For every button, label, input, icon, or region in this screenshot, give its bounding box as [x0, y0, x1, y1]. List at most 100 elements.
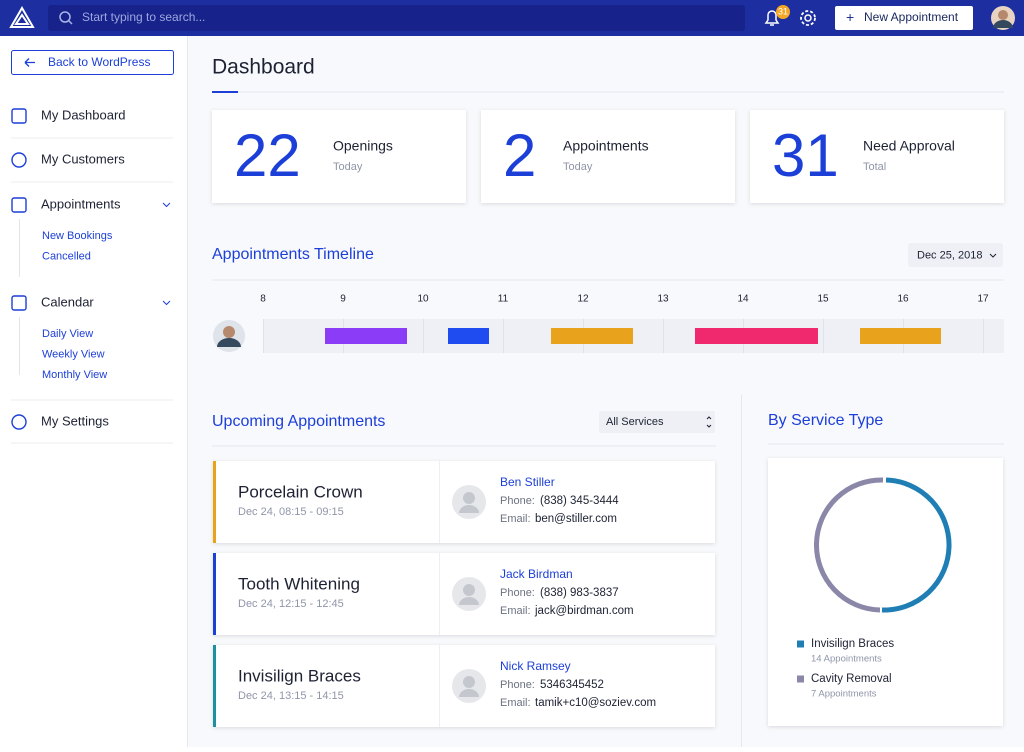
avatar-head — [463, 492, 475, 504]
phone-label: Phone: — [500, 587, 535, 599]
avatar-head — [463, 584, 475, 596]
search-box[interactable] — [48, 5, 745, 31]
email-label: Email: — [500, 697, 531, 709]
select-arrows — [706, 416, 712, 428]
phone: (838) 345-3444 — [540, 495, 619, 507]
email: ben@stiller.com — [535, 513, 617, 525]
legend-swatch — [797, 675, 804, 683]
email: tamik+c10@soziev.com — [535, 697, 656, 709]
legend-count: 7 Appointments — [811, 689, 877, 700]
stat-card — [750, 110, 1004, 203]
hour-label: 14 — [737, 294, 749, 305]
section-title: Appointments Timeline — [212, 246, 374, 263]
back-button[interactable] — [11, 50, 174, 75]
service-filter[interactable] — [599, 411, 715, 433]
stat-sub: Today — [563, 161, 593, 173]
legend-count: 14 Appointments — [811, 654, 882, 665]
stat-label: Openings — [333, 138, 393, 154]
timeline-bar[interactable] — [551, 328, 633, 344]
timeline-bar[interactable] — [695, 328, 818, 344]
date: Dec 25, 2018 — [917, 249, 982, 261]
customer-name: Nick Ramsey — [500, 659, 571, 673]
stat-number: 2 — [503, 122, 536, 189]
nav-icon — [11, 108, 27, 124]
hour-label: 16 — [897, 294, 909, 305]
search-icon — [68, 20, 73, 25]
stat-card — [481, 110, 735, 203]
search-placeholder: Start typing to search... — [82, 10, 205, 24]
hours: 8 9 10 11 12 13 14 15 16 17 — [260, 294, 989, 353]
timeline-bar[interactable] — [860, 328, 941, 344]
nav-item[interactable]: Calendar — [41, 294, 94, 309]
stat-number: 22 — [234, 122, 301, 189]
submenu-item: Daily View — [42, 328, 93, 340]
customer-name: Jack Birdman — [500, 567, 573, 581]
avatar-body — [993, 20, 1013, 28]
submenu-item: New Bookings — [42, 230, 113, 242]
plus-icon: + — [846, 9, 854, 25]
service-name: Tooth Whitening — [238, 574, 360, 593]
stats: 22 Openings Today 2 Appointments Today 31 Need … — [212, 110, 1004, 203]
submenu-item: Monthly View — [42, 369, 107, 381]
email: jack@birdman.com — [534, 605, 634, 617]
avatar-body — [459, 689, 479, 697]
stat-card — [212, 110, 466, 203]
nav-item[interactable]: My Customers — [41, 151, 125, 166]
button-label: New Appointment — [864, 10, 959, 24]
avatar-body — [459, 597, 479, 605]
avatar-face — [998, 10, 1008, 20]
hour-label: 12 — [577, 294, 589, 305]
notification-icon[interactable] — [764, 10, 780, 26]
section-title: By Service Type — [768, 412, 883, 429]
nav-icon — [11, 152, 27, 168]
service-time: Dec 24, 08:15 - 09:15 — [238, 506, 344, 518]
nav-item[interactable]: My Dashboard — [41, 107, 126, 122]
service-name: Invisilign Braces — [238, 666, 361, 685]
back-arrow — [24, 58, 35, 67]
stat-label: Appointments — [563, 138, 649, 154]
stat-sub: Today — [333, 161, 363, 173]
avatar-head — [463, 676, 475, 688]
section-title: Upcoming Appointments — [212, 413, 385, 430]
date-picker[interactable] — [908, 243, 1003, 267]
donut-arc[interactable] — [881, 477, 952, 613]
avatar-face — [223, 326, 235, 338]
page-title: Dashboard — [212, 56, 315, 79]
service-time: Dec 24, 13:15 - 14:15 — [238, 690, 344, 702]
timeline-bar[interactable] — [325, 328, 407, 344]
title-underline — [212, 91, 238, 93]
hour-label: 17 — [977, 294, 989, 305]
settings-icon[interactable] — [800, 10, 816, 26]
submenu-item: Cancelled — [42, 250, 91, 262]
phone-label: Phone: — [500, 495, 535, 507]
appointments: Porcelain Crown Dec 24, 08:15 - 09:15 Ben … — [213, 461, 715, 727]
new-appointment-button[interactable] — [835, 6, 973, 30]
customer-name: Ben Stiller — [500, 475, 555, 489]
card-accent — [213, 645, 216, 727]
nav-item[interactable]: My Settings — [41, 413, 109, 428]
settings-icon — [804, 14, 812, 22]
legend-name: Invisilign Braces — [811, 638, 894, 650]
card-accent — [213, 553, 216, 635]
timeline-bar[interactable] — [448, 328, 489, 344]
logo[interactable] — [9, 6, 35, 28]
notification-count: 31 — [778, 6, 788, 16]
hour-label: 8 — [260, 294, 266, 305]
hour-label: 10 — [417, 294, 429, 305]
chevron — [162, 202, 171, 208]
donut-arc[interactable] — [814, 477, 884, 613]
service-name: Porcelain Crown — [238, 482, 363, 501]
back-label: Back to WordPress — [48, 55, 150, 69]
hour-label: 15 — [817, 294, 829, 305]
nav: My Dashboard My Customers Appointments New … — [11, 107, 173, 444]
notification-badge — [776, 5, 790, 19]
nav-item[interactable]: Appointments — [41, 196, 121, 211]
submenu-item: Weekly View — [42, 348, 105, 360]
nav-icon — [11, 197, 27, 213]
legend-swatch — [797, 640, 804, 648]
legend: Invisilign Braces 14 Appointments Cavity R… — [797, 638, 894, 700]
hour-label: 11 — [498, 294, 509, 305]
nav-icon — [11, 414, 27, 430]
